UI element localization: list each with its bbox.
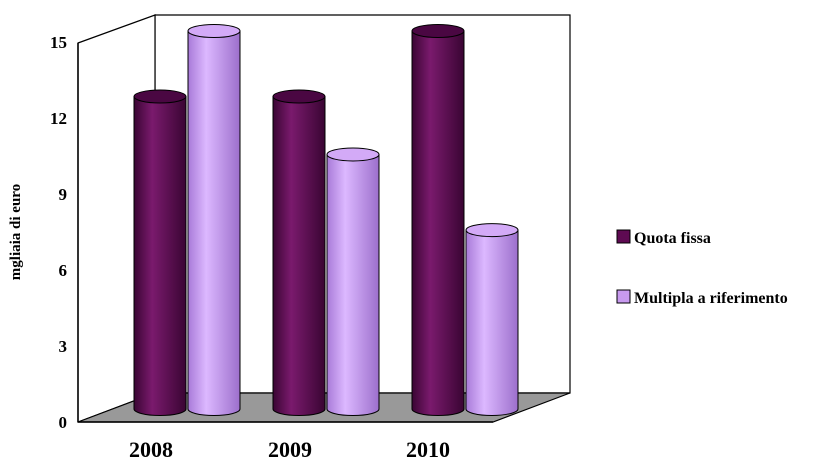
y-ticks: 0 3 6 9 12 15 — [50, 33, 67, 432]
bar-body — [187, 30, 241, 416]
bar-2008-0 — [133, 89, 187, 416]
bars — [133, 24, 519, 416]
bar-2009-0 — [272, 89, 326, 416]
bar-top — [465, 223, 519, 238]
legend: Quota fissa Multipla a riferimento — [616, 229, 788, 307]
bar-top — [187, 24, 241, 38]
bar-top — [133, 89, 187, 104]
bar-body — [465, 229, 519, 416]
bar-body — [411, 30, 465, 416]
y-tick-label: 6 — [59, 261, 68, 280]
bar-body — [272, 96, 326, 416]
legend-label: Quota fissa — [634, 230, 711, 247]
legend-swatch-quota-fissa — [616, 229, 631, 244]
bar-2009-1 — [326, 147, 380, 416]
bar-body — [133, 96, 187, 416]
y-axis-label: mgliaia di euro — [8, 184, 24, 280]
bar-top — [326, 147, 380, 162]
legend-swatch-multipla-a-riferimento — [616, 289, 631, 304]
x-tick-label: 2008 — [129, 437, 173, 462]
bar-body — [326, 153, 380, 416]
y-tick-label: 15 — [50, 33, 67, 52]
y-tick-label: 0 — [59, 413, 68, 432]
bar-2010-1 — [465, 223, 519, 416]
y-tick-label: 12 — [50, 109, 67, 128]
legend-label: Multipla a riferimento — [634, 290, 788, 307]
x-tick-label: 2009 — [268, 437, 312, 462]
x-tick-label: 2010 — [406, 437, 450, 462]
bar-top — [411, 24, 465, 38]
bar-top — [272, 89, 326, 104]
y-tick-label: 9 — [59, 185, 68, 204]
y-tick-label: 3 — [59, 337, 68, 356]
bar-2008-1 — [187, 24, 241, 416]
bar-2010-0 — [411, 24, 465, 416]
